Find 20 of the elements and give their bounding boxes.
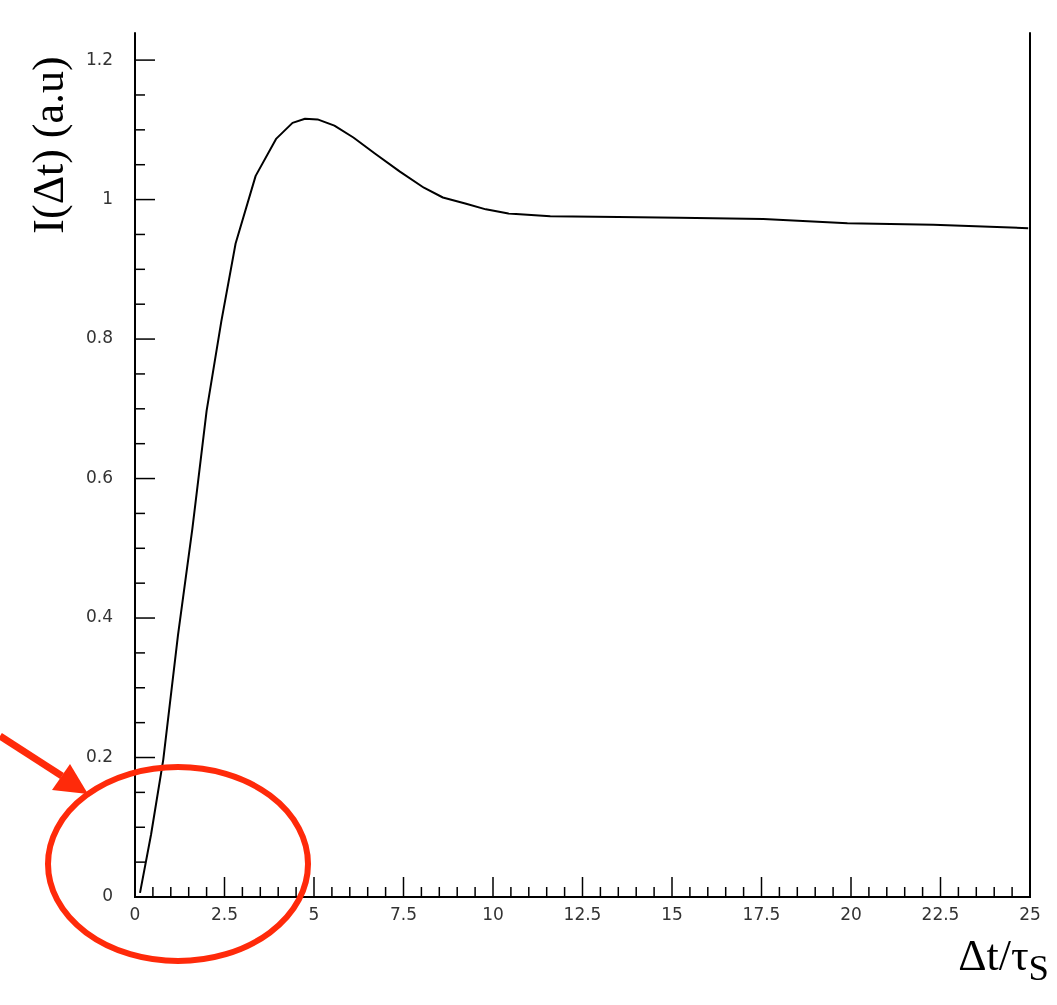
y-tick-label: 0.6 xyxy=(85,466,113,487)
x-tick-label: 15 xyxy=(661,903,683,924)
x-tick-label: 0 xyxy=(129,903,141,924)
x-tick-label: 7.5 xyxy=(389,903,418,924)
x-tick-label: 25 xyxy=(1019,903,1041,924)
x-tick-label: 12.5 xyxy=(563,903,602,924)
x-tick-label: 10 xyxy=(482,903,504,924)
y-tick-label: 1.2 xyxy=(85,48,113,69)
y-tick-label: 0 xyxy=(102,885,113,906)
x-axis-title: Δt/τ$_{S}$ xyxy=(958,930,1049,989)
y-tick-label: 1 xyxy=(102,188,113,208)
y-tick-label: 0.2 xyxy=(85,745,113,766)
x-tick-label: 17.5 xyxy=(742,903,781,924)
y-axis-title: I(Δt) (a.u) xyxy=(22,56,74,234)
y-tick-label: 0.8 xyxy=(85,327,113,348)
x-tick-label: 22.5 xyxy=(921,903,960,924)
x-tick-label: 20 xyxy=(840,903,862,924)
x-tick-label: 2.5 xyxy=(210,903,239,924)
x-tick-label: 5 xyxy=(308,903,320,924)
y-tick-label: 0.4 xyxy=(85,606,113,627)
